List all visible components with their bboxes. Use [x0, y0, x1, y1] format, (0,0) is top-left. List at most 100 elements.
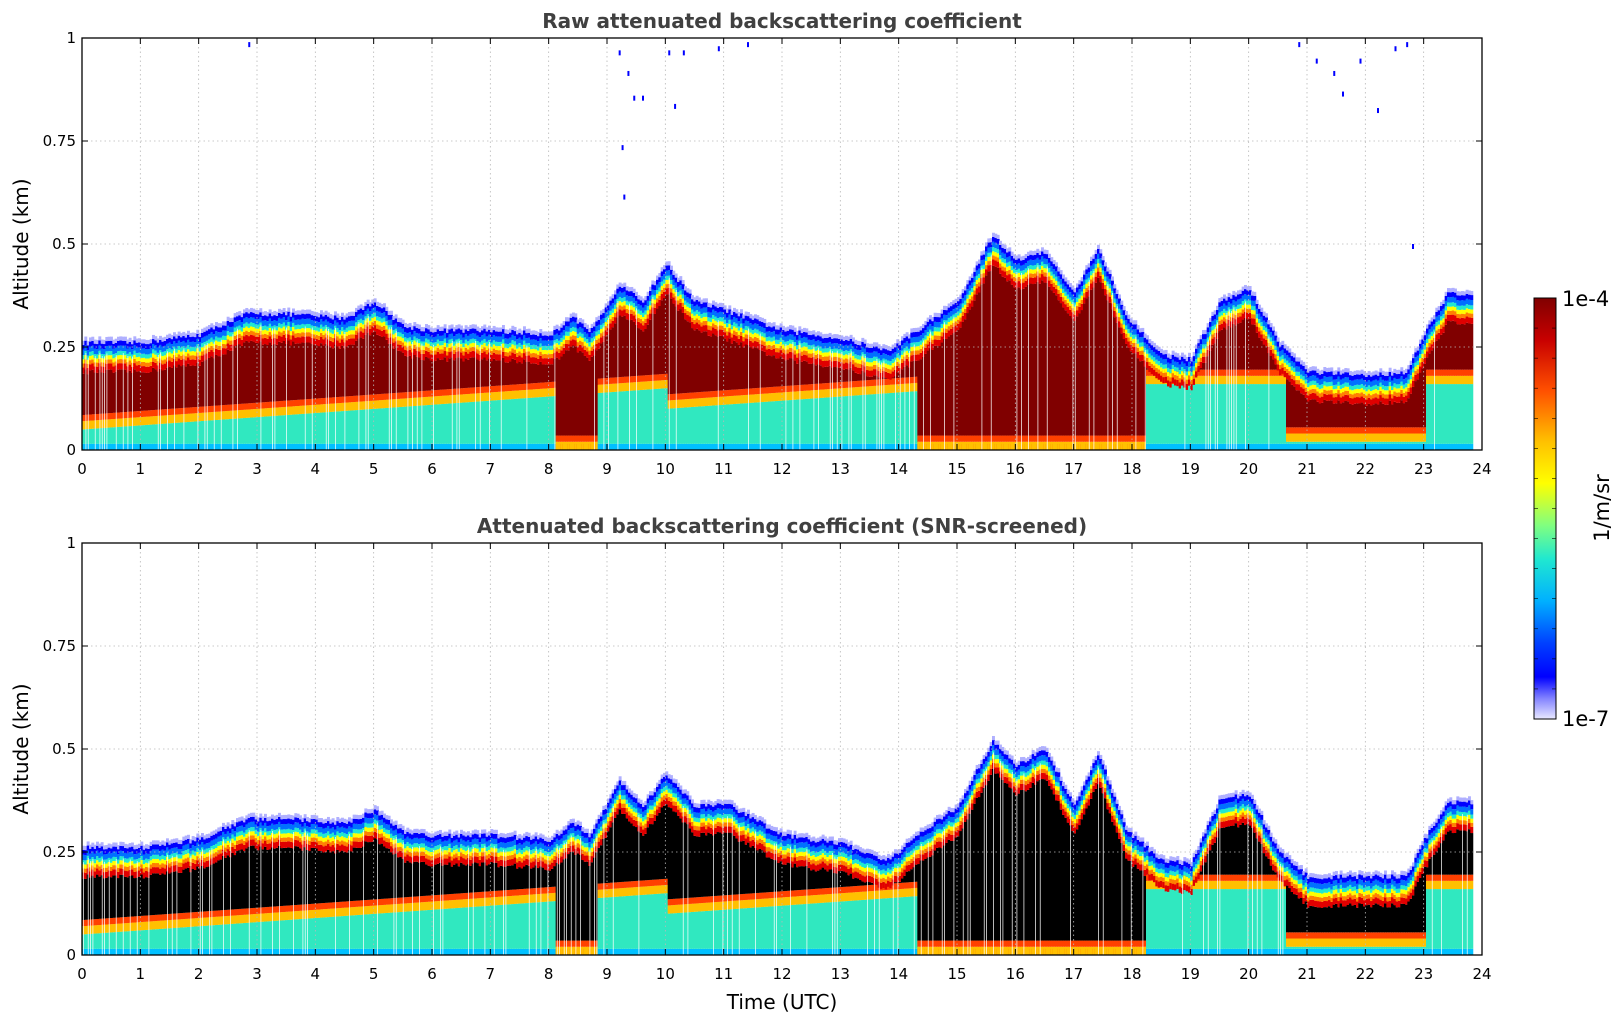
heatmap-cell: [257, 336, 260, 344]
heatmap-cell: [287, 414, 291, 444]
heatmap-cell: [618, 391, 622, 444]
heatmap-cell: [637, 321, 641, 329]
heatmap-cell: [236, 316, 239, 322]
heatmap-cell: [700, 332, 704, 392]
heatmap-cell: [488, 329, 491, 335]
heatmap-column: [492, 325, 496, 450]
heatmap-cell: [446, 343, 449, 348]
heatmap-cell: [460, 443, 463, 450]
heatmap-cell: [749, 336, 753, 341]
heatmap-cell: [579, 344, 582, 351]
heatmap-column: [502, 324, 505, 450]
heatmap-column: [688, 289, 692, 450]
heatmap-cell: [126, 339, 130, 344]
heatmap-column: [686, 288, 690, 450]
heatmap-column: [313, 311, 316, 450]
heatmap-cell: [348, 410, 351, 444]
heatmap-cell: [488, 325, 491, 330]
heatmap-cell: [294, 329, 298, 334]
heatmap-cell: [425, 328, 428, 334]
heatmap-cell: [189, 443, 193, 450]
heatmap-gap: [99, 352, 101, 450]
heatmap-cell: [611, 320, 615, 328]
heatmap-cell: [247, 323, 251, 328]
heatmap-cell: [301, 309, 305, 314]
heatmap-cell: [198, 365, 202, 407]
heatmap-cell: [152, 424, 155, 444]
heatmap-cell: [656, 388, 659, 444]
heatmap-cell: [453, 341, 456, 346]
heatmap-cell: [698, 392, 701, 399]
heatmap-cell: [152, 343, 155, 350]
heatmap-cell: [313, 404, 316, 414]
heatmap-cell: [149, 416, 153, 425]
heatmap-cell: [128, 341, 132, 347]
heatmap-cell: [191, 413, 195, 422]
heatmap-cell: [611, 327, 615, 378]
heatmap-cell: [264, 344, 267, 403]
heatmap-cell: [427, 343, 431, 348]
heatmap-gap: [829, 349, 831, 450]
heatmap-cell: [383, 336, 386, 394]
heatmap-cell: [744, 403, 748, 444]
heatmap-cell: [653, 313, 657, 375]
heatmap-cell: [282, 334, 286, 341]
heatmap-cell: [308, 413, 312, 444]
heatmap-gap: [127, 355, 129, 450]
heatmap-cell: [429, 443, 433, 450]
heatmap-cell: [688, 322, 692, 393]
heatmap-cell: [691, 304, 694, 310]
heatmap-cell: [355, 307, 358, 313]
heatmap-cell: [756, 402, 760, 444]
heatmap-cell: [502, 343, 505, 348]
heatmap-cell: [702, 298, 706, 303]
heatmap-cell: [404, 322, 407, 328]
heatmap-cell: [152, 416, 155, 425]
heatmap-cell: [558, 348, 561, 354]
heatmap-cell: [371, 443, 375, 450]
heatmap-cell: [707, 306, 711, 312]
heatmap-cell: [555, 343, 559, 348]
heatmap-gap: [923, 340, 924, 450]
heatmap-cell: [625, 300, 629, 305]
heatmap-cell: [401, 406, 405, 444]
heatmap-column: [518, 328, 522, 450]
heatmap-cell: [723, 328, 727, 333]
heatmap-cell: [418, 443, 421, 450]
heatmap-cell: [159, 344, 162, 351]
heatmap-column: [604, 303, 608, 450]
heatmap-cell: [453, 353, 456, 361]
heatmap-cell: [224, 348, 228, 355]
heatmap-cell: [618, 305, 622, 310]
heatmap-cell: [397, 344, 400, 351]
heatmap-cell: [595, 321, 599, 327]
heatmap-cell: [544, 345, 547, 350]
heatmap-cell: [632, 321, 636, 377]
heatmap-column: [98, 336, 102, 450]
heatmap-cell: [413, 340, 417, 345]
heatmap-cell: [390, 319, 393, 326]
heatmap-cell: [712, 397, 715, 406]
heatmap-column: [681, 279, 685, 450]
heatmap-cell: [735, 443, 739, 450]
heatmap-cell: [509, 337, 512, 343]
heatmap-cell: [252, 317, 256, 324]
heatmap-cell: [726, 327, 729, 332]
heatmap-cell: [124, 351, 127, 356]
heatmap-column: [208, 324, 211, 450]
heatmap-cell: [266, 316, 270, 322]
heatmap-cell: [616, 288, 620, 294]
heatmap-cell: [663, 279, 666, 284]
heatmap-cell: [460, 388, 463, 395]
heatmap-cell: [210, 420, 214, 444]
heatmap-gap: [832, 351, 833, 450]
heatmap-cell: [96, 362, 99, 367]
heatmap-cell: [245, 443, 249, 450]
heatmap-cell: [338, 348, 342, 397]
heatmap-cell: [698, 297, 701, 302]
heatmap-cell: [516, 348, 519, 353]
heatmap-cell: [233, 346, 237, 405]
heatmap-cell: [728, 396, 732, 405]
heatmap-cell: [621, 310, 624, 317]
heatmap-cell: [170, 408, 174, 415]
